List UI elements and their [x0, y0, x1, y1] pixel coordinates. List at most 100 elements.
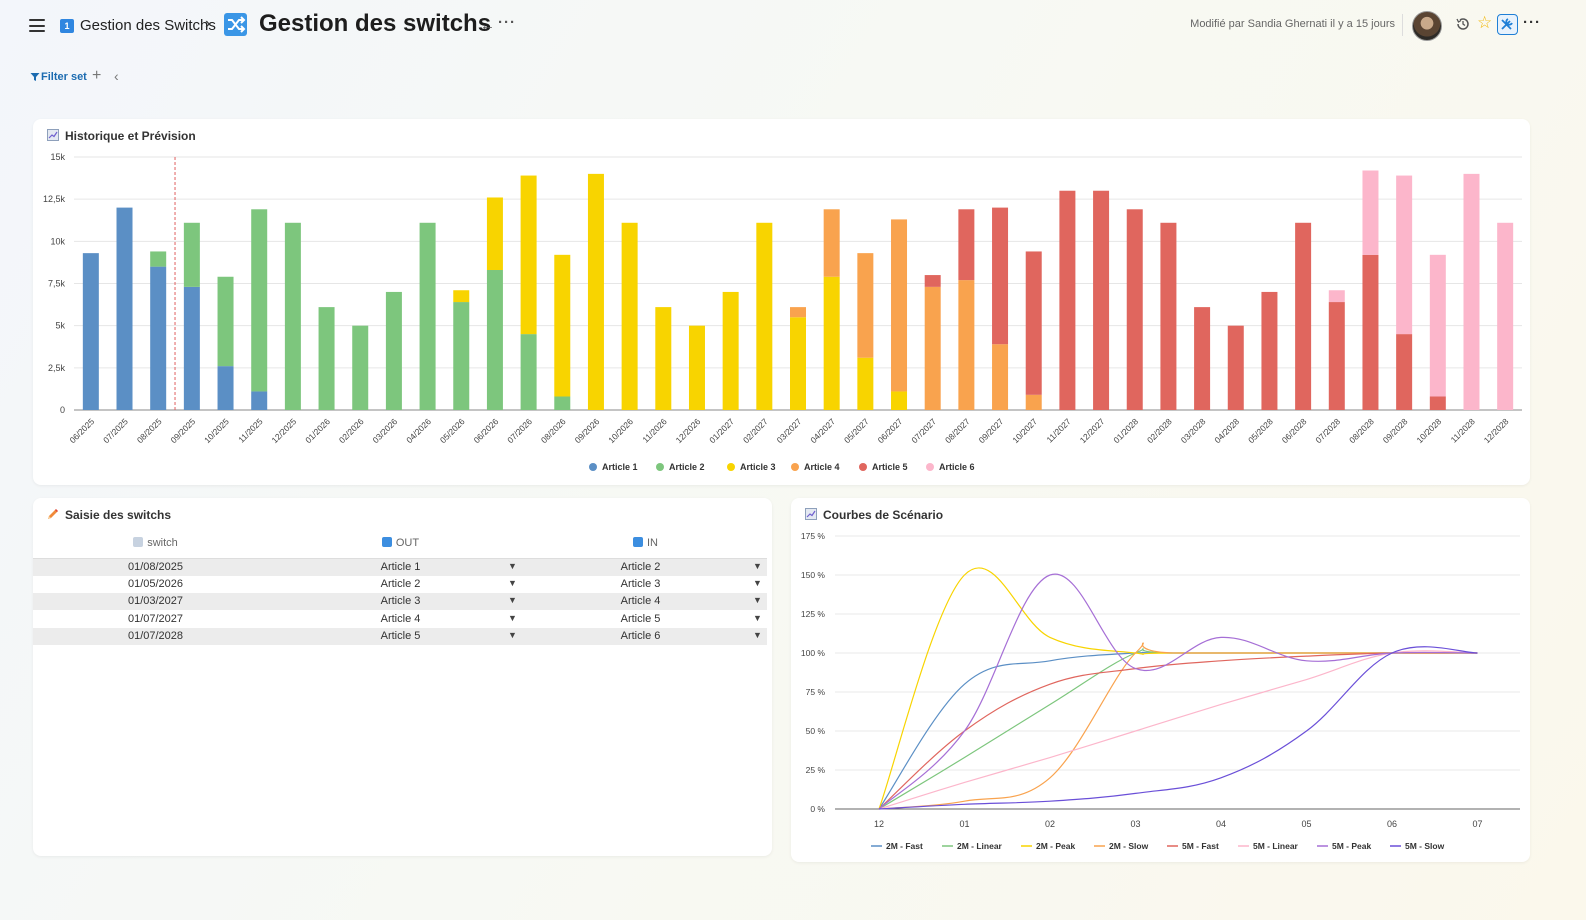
- in-dropdown-icon[interactable]: ▼: [753, 595, 762, 606]
- bar-segment[interactable]: [116, 207, 133, 410]
- bar-segment[interactable]: [823, 209, 840, 277]
- bar-segment[interactable]: [1429, 396, 1446, 410]
- bar-segment[interactable]: [1396, 175, 1413, 335]
- bar-segment[interactable]: [453, 302, 470, 410]
- cell-switch[interactable]: 01/08/2025: [127, 561, 184, 573]
- bar-segment[interactable]: [958, 209, 975, 281]
- bar-segment[interactable]: [857, 357, 874, 410]
- series-line[interactable]: [878, 652, 1478, 810]
- bar-segment[interactable]: [891, 391, 908, 410]
- bar-segment[interactable]: [722, 291, 739, 410]
- bar-segment[interactable]: [1328, 290, 1345, 303]
- bar-segment[interactable]: [251, 391, 268, 410]
- add-filter-icon[interactable]: +: [92, 67, 102, 84]
- series-line[interactable]: [878, 650, 1478, 810]
- bar-segment[interactable]: [520, 175, 537, 335]
- bar-segment[interactable]: [1295, 222, 1312, 410]
- cell-in[interactable]: Article 6: [620, 629, 661, 642]
- cell-out[interactable]: Article 1: [380, 561, 421, 573]
- bar-segment[interactable]: [1328, 302, 1345, 410]
- legend-label[interactable]: 2M - Linear: [957, 841, 1003, 851]
- bar-segment[interactable]: [183, 222, 200, 287]
- table-row[interactable]: 01/03/2027 Article 3 Article 4 ▼ ▼: [33, 593, 767, 611]
- bar-segment[interactable]: [217, 276, 234, 367]
- out-dropdown-icon[interactable]: ▼: [508, 612, 517, 623]
- bar-segment[interactable]: [486, 197, 503, 271]
- bar-segment[interactable]: [1194, 307, 1211, 410]
- legend-label[interactable]: 5M - Slow: [1405, 841, 1445, 851]
- cell-switch[interactable]: 01/05/2026: [127, 578, 184, 591]
- bar-segment[interactable]: [992, 207, 1009, 345]
- legend-label[interactable]: Article 5: [872, 462, 908, 472]
- table-row[interactable]: 01/07/2028 Article 5 Article 6 ▼ ▼: [33, 627, 767, 645]
- bar-segment[interactable]: [554, 254, 571, 397]
- cell-in[interactable]: Article 3: [620, 578, 661, 591]
- bar-segment[interactable]: [251, 209, 268, 392]
- bar-segment[interactable]: [857, 253, 874, 358]
- cell-in[interactable]: Article 4: [620, 595, 661, 608]
- bar-segment[interactable]: [823, 276, 840, 410]
- bar-segment[interactable]: [150, 266, 167, 410]
- bar-segment[interactable]: [790, 307, 806, 318]
- cell-out[interactable]: Article 5: [380, 629, 421, 642]
- bar-segment[interactable]: [183, 286, 200, 410]
- legend-label[interactable]: Article 3: [740, 462, 776, 472]
- legend-label[interactable]: Article 2: [669, 462, 705, 472]
- collapse-icon[interactable]: ‹: [114, 68, 119, 84]
- legend-label[interactable]: Article 1: [602, 462, 638, 472]
- table-row[interactable]: 01/08/2025 Article 1 Article 2 ▼ ▼: [33, 559, 767, 576]
- filter-set-link[interactable]: Filter set: [41, 71, 87, 83]
- bar-segment[interactable]: [790, 317, 806, 410]
- legend-label[interactable]: 2M - Fast: [886, 841, 923, 851]
- series-line[interactable]: [878, 646, 1478, 810]
- bar-segment[interactable]: [1497, 222, 1514, 410]
- out-dropdown-icon[interactable]: ▼: [508, 629, 517, 640]
- bar-segment[interactable]: [352, 325, 369, 410]
- bar-segment[interactable]: [1227, 325, 1244, 410]
- bar-segment[interactable]: [924, 275, 941, 287]
- table-row[interactable]: 01/07/2027 Article 4 Article 5 ▼ ▼: [33, 611, 767, 628]
- in-dropdown-icon[interactable]: ▼: [753, 578, 762, 589]
- bar-segment[interactable]: [621, 222, 638, 410]
- bar-segment[interactable]: [486, 270, 503, 410]
- cell-out[interactable]: Article 2: [380, 578, 421, 591]
- legend-label[interactable]: 2M - Peak: [1036, 841, 1075, 851]
- bar-segment[interactable]: [992, 344, 1009, 410]
- menu-icon[interactable]: [29, 19, 45, 32]
- bar-segment[interactable]: [318, 307, 335, 410]
- bar-segment[interactable]: [1261, 291, 1278, 410]
- series-line[interactable]: [878, 567, 1478, 810]
- column-header-switch[interactable]: switch: [33, 534, 278, 556]
- bar-segment[interactable]: [958, 280, 975, 410]
- legend-label[interactable]: 2M - Slow: [1109, 841, 1149, 851]
- legend-label[interactable]: 5M - Fast: [1182, 841, 1219, 851]
- column-header-in[interactable]: IN: [523, 534, 768, 556]
- bar-segment[interactable]: [587, 173, 604, 410]
- series-line[interactable]: [878, 573, 1478, 810]
- bar-segment[interactable]: [453, 290, 470, 303]
- bar-segment[interactable]: [554, 396, 571, 410]
- cell-out[interactable]: Article 4: [380, 612, 421, 625]
- legend-label[interactable]: Article 6: [939, 462, 975, 472]
- bar-segment[interactable]: [82, 253, 99, 410]
- avatar[interactable]: [1412, 11, 1442, 41]
- tools-icon[interactable]: [1497, 14, 1518, 35]
- cell-switch[interactable]: 01/07/2028: [127, 629, 184, 642]
- out-dropdown-icon[interactable]: ▼: [508, 595, 517, 606]
- cell-in[interactable]: Article 5: [620, 612, 661, 625]
- bar-segment[interactable]: [688, 325, 705, 410]
- table-row[interactable]: 01/05/2026 Article 2 Article 3 ▼ ▼: [33, 576, 767, 593]
- bar-segment[interactable]: [891, 219, 908, 392]
- history-icon[interactable]: [1455, 16, 1471, 32]
- bar-segment[interactable]: [1362, 254, 1379, 410]
- out-dropdown-icon[interactable]: ▼: [508, 561, 517, 571]
- bar-segment[interactable]: [1025, 394, 1042, 410]
- bar-segment[interactable]: [1059, 190, 1076, 410]
- legend-label[interactable]: Article 4: [804, 462, 840, 472]
- in-dropdown-icon[interactable]: ▼: [753, 561, 762, 571]
- bar-segment[interactable]: [1362, 170, 1379, 255]
- bar-segment[interactable]: [150, 251, 167, 267]
- bar-segment[interactable]: [217, 366, 234, 410]
- bar-segment[interactable]: [284, 222, 301, 410]
- bar-segment[interactable]: [1396, 334, 1413, 410]
